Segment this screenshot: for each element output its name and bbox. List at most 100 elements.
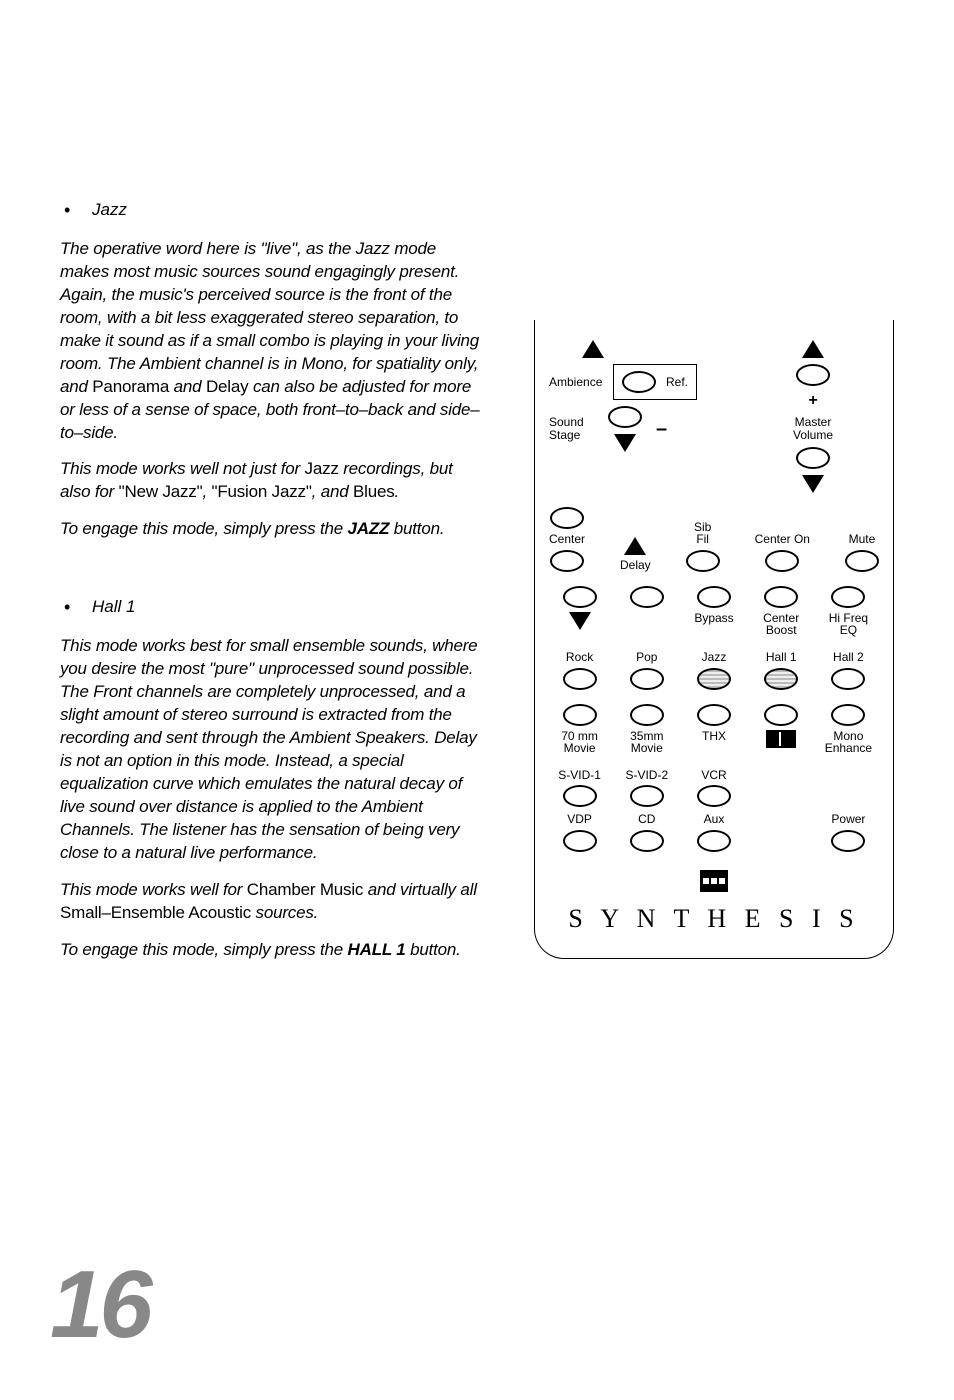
- ref-button[interactable]: [622, 371, 656, 393]
- label-pop: Pop: [636, 651, 657, 664]
- svid1-button[interactable]: [563, 785, 597, 807]
- t: The operative word here is "live", as th…: [60, 239, 479, 396]
- vdp-button[interactable]: [563, 830, 597, 852]
- label-centeron: Center On: [755, 533, 810, 546]
- synthesis-logo: S Y N T H E S I S: [549, 904, 879, 934]
- heading-jazz: Jazz: [92, 200, 484, 220]
- jazz-p1: The operative word here is "live", as th…: [60, 238, 484, 444]
- label-svid1: S-VID-1: [558, 769, 601, 782]
- hall2-button[interactable]: [831, 668, 865, 690]
- label-ambience: Ambience: [549, 376, 607, 389]
- vol-minus-button[interactable]: [796, 447, 830, 469]
- t: "Fusion Jazz": [211, 482, 311, 501]
- row3-btn-2[interactable]: [630, 586, 664, 608]
- jbl-logo-icon: [700, 870, 728, 892]
- centeron-button[interactable]: [765, 550, 799, 572]
- label-delay: Delay: [620, 559, 651, 572]
- t: "New Jazz": [119, 482, 203, 501]
- label-sibfil: Sib Fil: [694, 521, 711, 546]
- t: Delay: [206, 377, 248, 396]
- minus-icon: –: [656, 425, 667, 433]
- t: button.: [406, 940, 461, 959]
- t: , and: [312, 482, 353, 501]
- 70mm-button[interactable]: [563, 704, 597, 726]
- t: and: [169, 377, 206, 396]
- mute-button[interactable]: [845, 550, 879, 572]
- t: button.: [389, 519, 444, 538]
- cd-button[interactable]: [630, 830, 664, 852]
- label-master-volume: Master Volume: [793, 416, 833, 441]
- 35mm-button[interactable]: [630, 704, 664, 726]
- centerboost-button[interactable]: [764, 586, 798, 608]
- label-mute: Mute: [849, 533, 876, 546]
- plus-icon: +: [808, 392, 817, 410]
- svid2-button[interactable]: [630, 785, 664, 807]
- t: Jazz: [305, 459, 339, 478]
- t: and virtually all: [363, 880, 477, 899]
- vcr-button[interactable]: [697, 785, 731, 807]
- bypass-button[interactable]: [697, 586, 731, 608]
- label-35mm: 35mm Movie: [630, 730, 663, 755]
- t: JAZZ: [348, 519, 390, 538]
- label-hall1: Hall 1: [766, 651, 797, 664]
- power-button[interactable]: [831, 830, 865, 852]
- delay-down-icon[interactable]: [569, 612, 591, 630]
- mono-button[interactable]: [831, 704, 865, 726]
- label-svid2: S-VID-2: [625, 769, 668, 782]
- t: This mode works well for: [60, 880, 247, 899]
- ambience-up-icon[interactable]: [582, 340, 604, 358]
- label-soundstage: Sound Stage: [549, 416, 594, 441]
- t: .: [395, 482, 400, 501]
- center-button[interactable]: [550, 550, 584, 572]
- delay-up-icon[interactable]: [624, 537, 646, 555]
- label-70mm: 70 mm Movie: [561, 730, 598, 755]
- hifreq-button[interactable]: [831, 586, 865, 608]
- vol-plus-button[interactable]: [796, 364, 830, 386]
- hall1-p1: This mode works best for small ensemble …: [60, 635, 484, 864]
- heading-hall1: Hall 1: [92, 597, 484, 617]
- rock-button[interactable]: [563, 668, 597, 690]
- label-cd: CD: [638, 813, 655, 826]
- label-mono: Mono Enhance: [825, 730, 872, 755]
- dolby-icon: [766, 730, 796, 748]
- t: To engage this mode, simply press the: [60, 519, 348, 538]
- label-centerboost: Center Boost: [763, 612, 799, 637]
- t: Small–Ensemble Acoustic: [60, 903, 251, 922]
- pop-button[interactable]: [630, 668, 664, 690]
- volume-down-icon[interactable]: [802, 475, 824, 493]
- t: Blues: [353, 482, 395, 501]
- t: sources.: [251, 903, 318, 922]
- remote-diagram: Ambience Ref. Sound Stage: [534, 200, 894, 975]
- dolby-button[interactable]: [764, 704, 798, 726]
- ambience-down-icon[interactable]: [614, 434, 636, 452]
- label-hall2: Hall 2: [833, 651, 864, 664]
- label-power: Power: [831, 813, 865, 826]
- label-rock: Rock: [566, 651, 593, 664]
- label-center: Center: [549, 533, 585, 546]
- label-ref: Ref.: [666, 376, 688, 389]
- t: This mode works well not just for: [60, 459, 305, 478]
- label-aux: Aux: [704, 813, 725, 826]
- hall1-p2: This mode works well for Chamber Music a…: [60, 879, 484, 925]
- t: Panorama: [92, 377, 169, 396]
- page-number: 16: [50, 1250, 149, 1360]
- sibfil-button[interactable]: [686, 550, 720, 572]
- text-column: Jazz The operative word here is "live", …: [60, 200, 484, 975]
- label-bypass: Bypass: [694, 612, 733, 625]
- center-indicator: [550, 507, 584, 529]
- row3-btn-1[interactable]: [563, 586, 597, 608]
- t: To engage this mode, simply press the: [60, 940, 348, 959]
- jazz-button[interactable]: [697, 668, 731, 690]
- volume-up-icon[interactable]: [802, 340, 824, 358]
- label-hifreq: Hi Freq EQ: [829, 612, 868, 637]
- jazz-p2: This mode works well not just for Jazz r…: [60, 458, 484, 504]
- label-vdp: VDP: [567, 813, 592, 826]
- soundstage-button[interactable]: [608, 406, 642, 428]
- label-thx: THX: [702, 730, 726, 743]
- label-vcr: VCR: [701, 769, 726, 782]
- aux-button[interactable]: [697, 830, 731, 852]
- hall1-p3: To engage this mode, simply press the HA…: [60, 939, 484, 962]
- hall1-button[interactable]: [764, 668, 798, 690]
- thx-button[interactable]: [697, 704, 731, 726]
- label-jazz: Jazz: [702, 651, 727, 664]
